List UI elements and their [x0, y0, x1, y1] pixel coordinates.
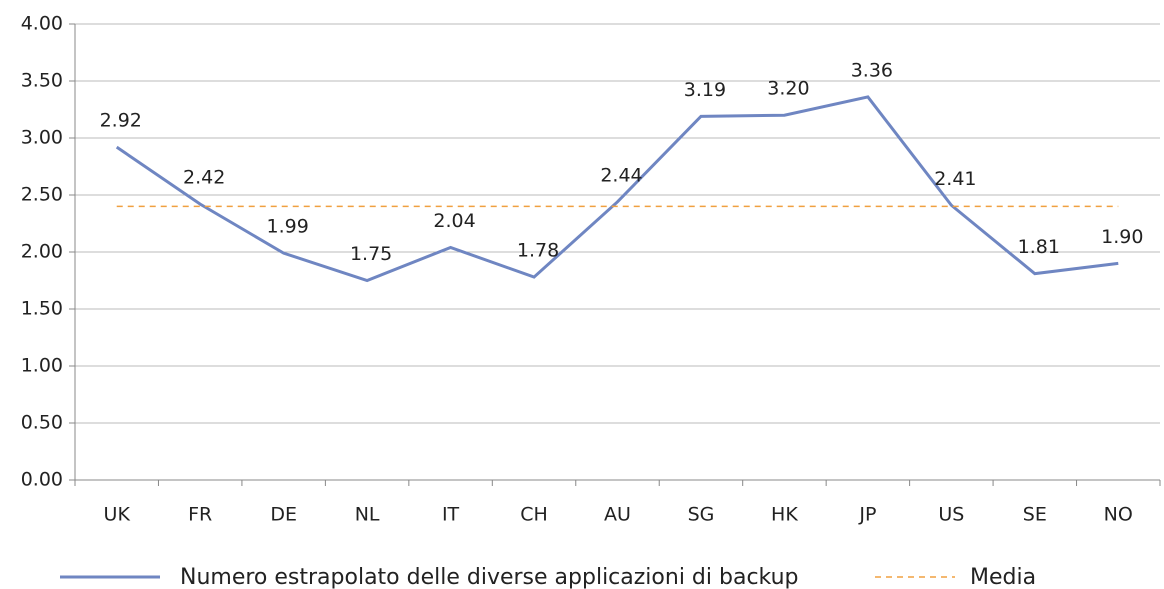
data-label: 1.78	[517, 240, 559, 262]
y-tick-label: 4.00	[21, 13, 63, 35]
x-tick-label: SE	[1023, 504, 1047, 526]
data-label: 2.44	[600, 164, 642, 186]
x-tick-label: US	[938, 504, 964, 526]
y-tick-label: 0.50	[21, 412, 63, 434]
data-label: 2.41	[934, 168, 976, 190]
legend-label: Numero estrapolato delle diverse applica…	[180, 565, 799, 589]
x-tick-label: DE	[270, 504, 297, 526]
x-tick-label: HK	[771, 504, 798, 526]
x-tick-label: IT	[442, 504, 460, 526]
data-label: 3.36	[851, 59, 893, 81]
x-tick-label: NL	[355, 504, 380, 526]
data-label: 2.42	[183, 167, 225, 189]
data-label: 3.19	[684, 79, 726, 101]
series-line	[115, 95, 1119, 283]
x-tick-label: FR	[188, 504, 212, 526]
data-label: 1.75	[350, 243, 392, 265]
y-tick-label: 1.50	[21, 298, 63, 320]
y-tick-label: 1.00	[21, 355, 63, 377]
x-tick-label: AU	[604, 504, 631, 526]
x-tick-label: JP	[858, 504, 876, 526]
x-tick-label: SG	[688, 504, 715, 526]
legend-label: Media	[970, 565, 1036, 589]
data-label: 1.90	[1101, 226, 1143, 248]
y-tick-label: 2.00	[21, 241, 63, 263]
y-tick-label: 2.50	[21, 184, 63, 206]
data-label: 3.20	[767, 78, 809, 100]
data-label: 1.81	[1018, 236, 1060, 258]
y-tick-label: 3.00	[21, 127, 63, 149]
x-tick-label: NO	[1104, 504, 1133, 526]
x-tick-label: CH	[520, 504, 548, 526]
data-label: 2.04	[433, 210, 475, 232]
data-label: 2.92	[100, 110, 142, 132]
y-tick-label: 0.00	[21, 469, 63, 491]
y-tick-label: 3.50	[21, 70, 63, 92]
x-tick-label: UK	[104, 504, 131, 526]
data-label: 1.99	[266, 216, 308, 238]
